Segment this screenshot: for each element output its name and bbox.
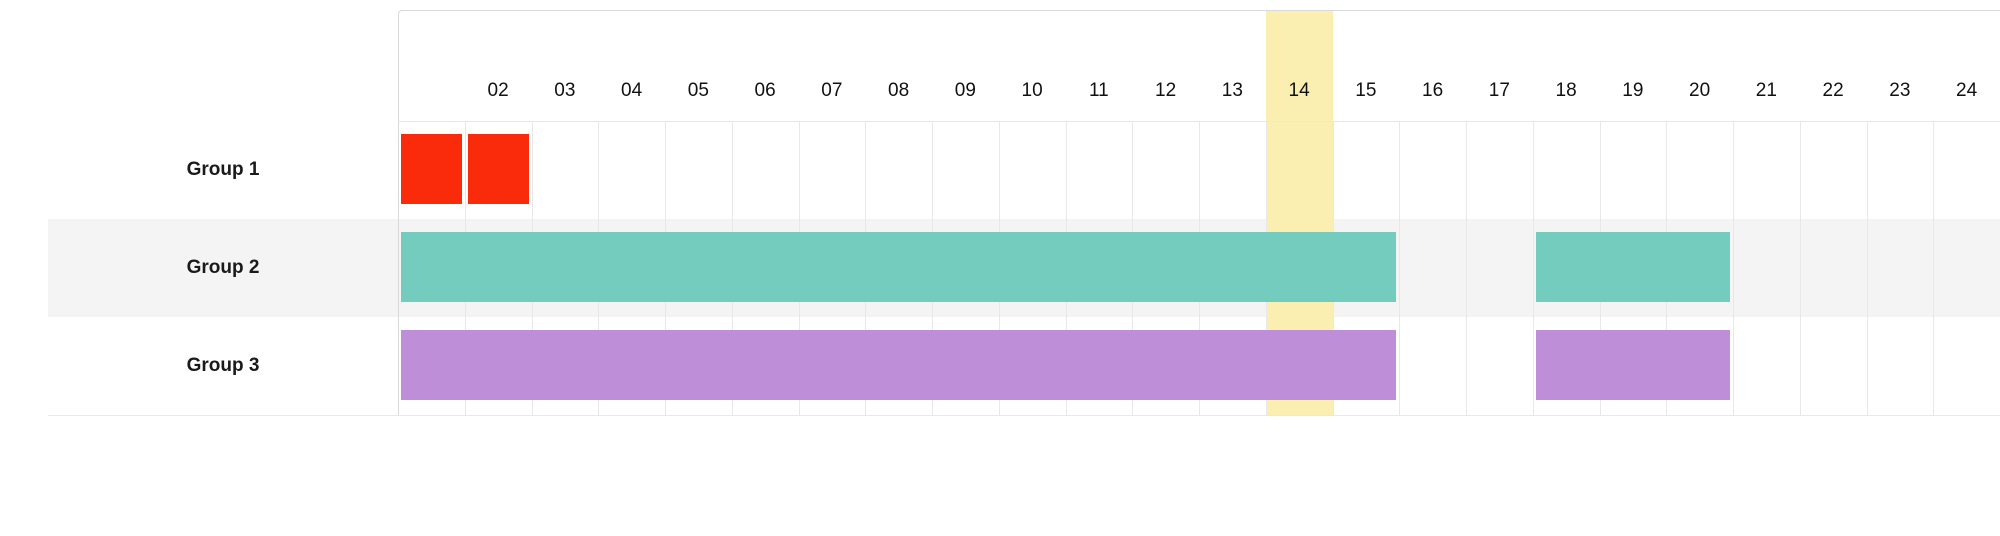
bar-group-2-2[interactable] [1535, 232, 1730, 302]
bar-group-3-2[interactable] [1535, 330, 1730, 400]
timeline-panel-border [398, 10, 2000, 415]
group-label: Group 1 [186, 159, 260, 180]
bar-group-1-1[interactable] [401, 134, 462, 204]
group-label: Group 2 [186, 257, 260, 278]
bar-group-1-2[interactable] [467, 134, 529, 204]
chart-bottom-border [48, 415, 2000, 416]
group-label: Group 3 [186, 355, 260, 376]
bar-group-2-1[interactable] [401, 232, 1397, 302]
bar-group-3-1[interactable] [401, 330, 1397, 400]
